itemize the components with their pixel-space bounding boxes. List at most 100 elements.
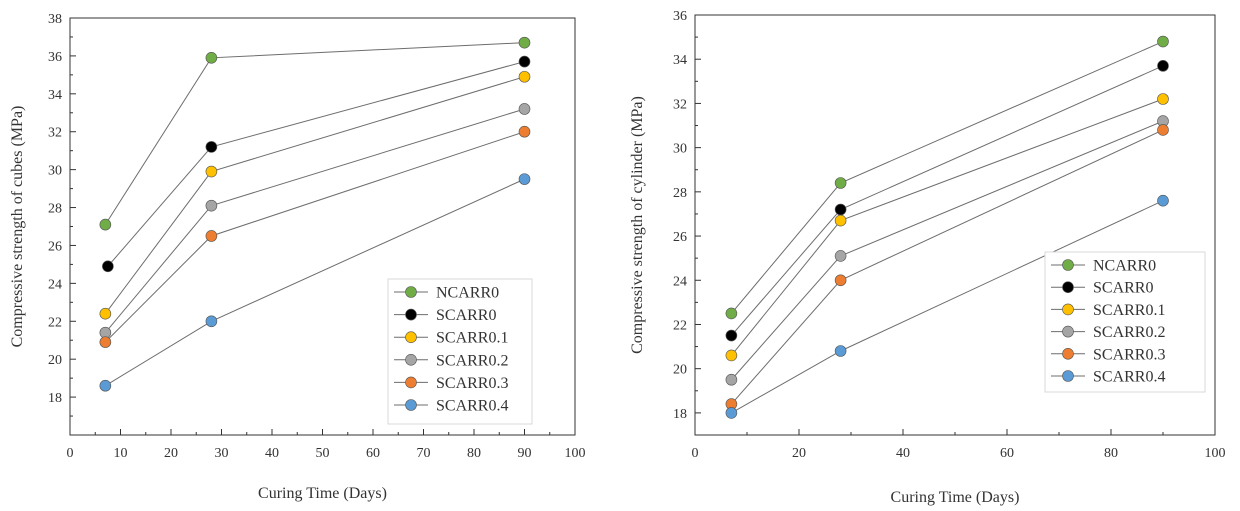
data-point-scarr0 — [518, 55, 531, 68]
legend-item: SCARR0.4 — [394, 398, 508, 415]
y-axis-title: Compressive strength of cylinder (MPa) — [629, 96, 646, 354]
data-point-scarr0-1 — [518, 70, 531, 83]
x-tick-label: 20 — [164, 446, 178, 461]
legend-marker — [1062, 303, 1074, 316]
legend-item: SCARR0.2 — [394, 352, 508, 369]
series-markers — [99, 36, 531, 392]
x-tick-label: 40 — [265, 446, 279, 461]
y-tick-label: 36 — [673, 9, 687, 24]
legend-item: NCARR0 — [394, 285, 499, 302]
legend-marker — [405, 286, 417, 298]
y-tick-label: 18 — [673, 407, 687, 422]
data-point-ncarr0 — [205, 52, 218, 64]
y-tick-label: 28 — [673, 186, 687, 201]
y-tick-label: 34 — [673, 53, 687, 68]
legend-label: SCARR0.3 — [1093, 346, 1165, 363]
legend-label: SCARR0 — [1093, 280, 1153, 297]
data-point-scarr0-3 — [1157, 124, 1169, 136]
x-axis: 0 10 20 30 40 50 60 70 80 90 100 — [67, 429, 586, 461]
data-point-scarr0-4 — [205, 315, 218, 328]
legend-label: SCARR0 — [436, 307, 496, 324]
legend-marker — [1062, 281, 1074, 294]
data-point-ncarr0 — [1157, 35, 1169, 48]
chart-svg: 0 20 40 60 80 100 18 20 22 24 26 28 30 32 34 36 Curing T… — [629, 9, 1226, 506]
y-tick-label: 36 — [48, 50, 62, 65]
legend-label: SCARR0.3 — [436, 375, 508, 392]
data-point-scarr0 — [834, 203, 847, 216]
data-point-scarr0-2 — [518, 103, 531, 115]
data-point-scarr0-4 — [1157, 194, 1169, 207]
data-point-scarr0-3 — [834, 274, 847, 287]
data-point-ncarr0 — [725, 307, 738, 320]
y-tick-label: 30 — [673, 142, 687, 157]
data-point-scarr0 — [205, 141, 218, 153]
x-tick-label: 100 — [565, 446, 586, 461]
data-point-scarr0 — [102, 260, 114, 273]
x-tick-label: 0 — [67, 446, 74, 461]
legend-box — [1044, 251, 1206, 393]
data-point-scarr0-4 — [99, 379, 112, 392]
legend: NCARR0 SCARR0 SCARR0.1 SCARR0.2 SCARR0.3 SCAR… — [1044, 251, 1206, 393]
legend-label: SCARR0.4 — [1093, 369, 1165, 386]
legend-item: SCARR0.2 — [1051, 324, 1165, 341]
series-line-scarr0 — [107, 61, 525, 267]
legend: NCARR0 SCARR0 SCARR0.1 SCARR0.2 SCARR0.3 SCAR… — [387, 278, 533, 425]
y-tick-label: 24 — [48, 277, 62, 292]
legend-marker — [1062, 370, 1074, 382]
legend-item: SCARR0.3 — [1051, 346, 1165, 363]
legend-item: SCARR0.1 — [1051, 302, 1165, 319]
data-point-scarr0-2 — [205, 199, 218, 212]
data-point-scarr0-1 — [99, 307, 112, 320]
chart-svg: 0 10 20 30 40 50 60 70 80 90 100 18 20 22 24 26 28 30 32 34… — [9, 12, 586, 502]
data-point-scarr0-3 — [205, 230, 218, 242]
x-tick-label: 100 — [1205, 446, 1226, 461]
data-point-scarr0-4 — [725, 407, 738, 419]
legend-marker — [405, 399, 417, 411]
legend-item: NCARR0 — [1051, 258, 1156, 275]
legend-item: SCARR0.4 — [1051, 369, 1165, 386]
legend-label: SCARR0.1 — [436, 330, 508, 347]
x-tick-label: 60 — [1000, 446, 1014, 461]
y-axis: 18 20 22 24 26 28 30 32 34 36 — [673, 9, 701, 422]
y-tick-label: 34 — [48, 88, 62, 103]
y-tick-label: 22 — [673, 318, 687, 333]
legend-label: SCARR0.1 — [1093, 302, 1165, 319]
x-tick-label: 50 — [316, 446, 330, 461]
series-line-scarr0-1 — [104, 76, 525, 314]
data-point-scarr0-1 — [834, 214, 847, 227]
legend-label: NCARR0 — [436, 285, 499, 302]
data-point-scarr0 — [725, 329, 738, 342]
y-axis-title: Compressive strength of cubes (MPa) — [9, 106, 26, 348]
x-tick-label: 80 — [467, 446, 481, 461]
legend-marker — [1062, 347, 1074, 360]
legend-item: SCARR0 — [394, 307, 496, 324]
legend-marker — [1062, 259, 1074, 271]
y-tick-label: 24 — [673, 274, 687, 289]
y-tick-label: 20 — [673, 363, 687, 378]
data-point-scarr0 — [1157, 60, 1169, 72]
data-point-scarr0-3 — [99, 336, 112, 348]
x-axis-title: Curing Time (Days) — [891, 489, 1020, 506]
data-point-scarr0-3 — [518, 125, 531, 138]
legend-item: SCARR0.1 — [394, 330, 508, 347]
legend-marker — [405, 308, 417, 321]
data-point-scarr0-4 — [518, 173, 531, 185]
legend-label: NCARR0 — [1093, 258, 1156, 275]
data-point-scarr0-1 — [725, 349, 738, 362]
y-tick-label: 20 — [48, 353, 62, 368]
legend-label: SCARR0.2 — [1093, 324, 1165, 341]
x-tick-label: 80 — [1104, 446, 1118, 461]
data-point-ncarr0 — [834, 177, 847, 189]
legend-item: SCARR0.3 — [394, 375, 508, 392]
y-tick-label: 26 — [673, 230, 687, 245]
legend-marker — [405, 376, 417, 389]
data-point-scarr0-4 — [834, 345, 847, 357]
data-point-ncarr0 — [518, 36, 531, 49]
data-point-scarr0-1 — [1157, 93, 1169, 105]
cylinder-strength-chart: 0 20 40 60 80 100 18 20 22 24 26 28 30 32 34 36 Curing T… — [620, 0, 1240, 511]
y-tick-label: 26 — [48, 239, 62, 254]
y-tick-label: 32 — [48, 126, 62, 141]
data-point-scarr0-2 — [834, 250, 847, 262]
x-tick-label: 0 — [692, 446, 699, 461]
series-markers — [725, 35, 1169, 419]
